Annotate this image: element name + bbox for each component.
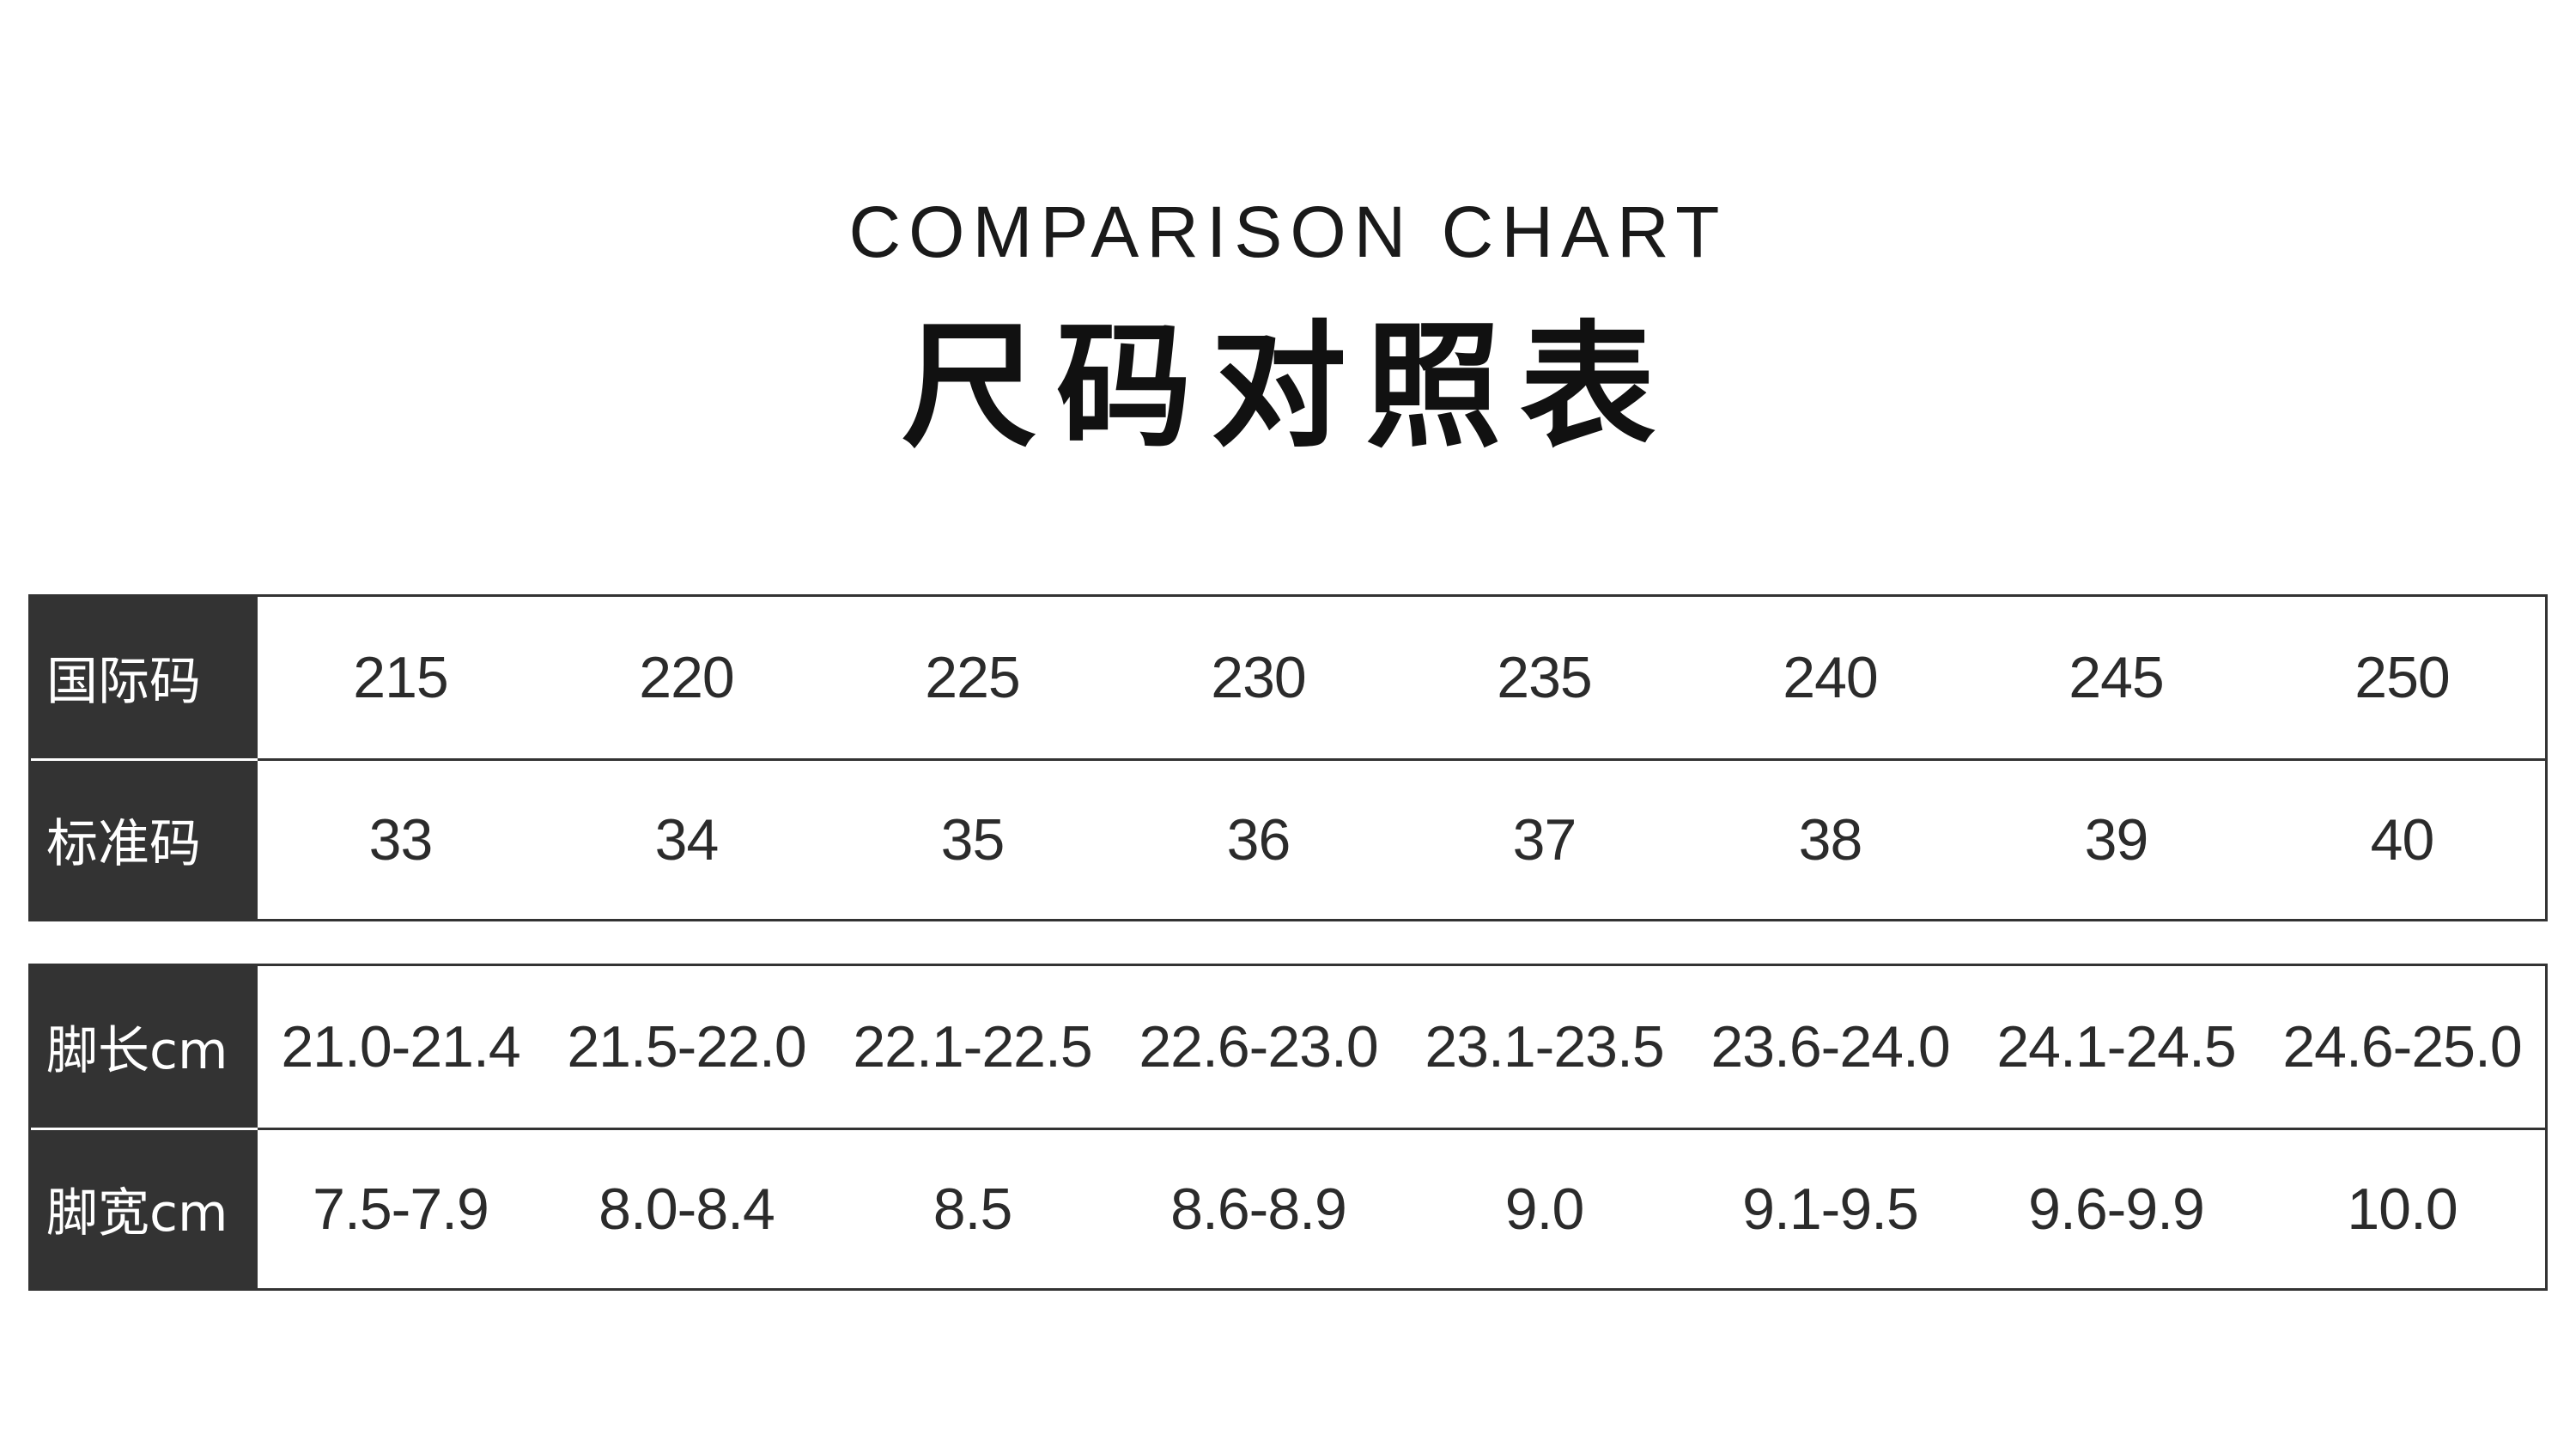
table-cell: 24.1-24.5 (1996, 1013, 2236, 1079)
chart-subtitle: COMPARISON CHART (848, 192, 1728, 272)
table-cell: 38 (1798, 806, 1863, 873)
table-cell: 230 (1211, 644, 1306, 710)
size-table: 国际码 215 220 225 230 235 240 245 250 标准码 33 34 35 36 37… (28, 594, 2548, 921)
table-cell: 34 (654, 806, 720, 873)
table-cell: 8.6-8.9 (1170, 1176, 1347, 1242)
table-cell: 37 (1512, 806, 1577, 873)
table-cell: 21.0-21.4 (281, 1013, 520, 1079)
table-row: 国际码 215 220 225 230 235 240 245 250 (31, 597, 2545, 758)
table-row: 脚宽cm 7.5-7.9 8.0-8.4 8.5 8.6-8.9 9.0 9.1-9.5 9.… (31, 1127, 2545, 1288)
row-label: 国际码 (31, 597, 258, 758)
table-cell: 9.1-9.5 (1742, 1176, 1919, 1242)
table-cell: 9.0 (1504, 1176, 1585, 1242)
table-cell: 36 (1226, 806, 1291, 873)
row-label: 脚长cm (31, 966, 258, 1128)
table-cell: 10.0 (2347, 1176, 2458, 1242)
table-cell: 21.5-22.0 (567, 1013, 806, 1079)
table-cell: 22.6-23.0 (1139, 1013, 1378, 1079)
table-cell: 40 (2370, 806, 2435, 873)
row-label: 标准码 (31, 757, 258, 919)
table-cell: 8.0-8.4 (598, 1176, 775, 1242)
table-cell: 235 (1497, 644, 1592, 710)
table-row: 脚长cm 21.0-21.4 21.5-22.0 22.1-22.5 22.6-23.0… (31, 966, 2545, 1128)
table-cell: 35 (940, 806, 1005, 873)
table-cell: 225 (925, 644, 1020, 710)
table-cell: 245 (2069, 644, 2164, 710)
table-cell: 22.1-22.5 (853, 1013, 1092, 1079)
table-cell: 39 (2084, 806, 2149, 873)
table-cell: 215 (353, 644, 448, 710)
chart-title: 尺码对照表 (902, 308, 1674, 466)
table-cell: 8.5 (933, 1176, 1013, 1242)
row-label: 脚宽cm (31, 1127, 258, 1288)
table-cell: 33 (368, 806, 434, 873)
table-cell: 24.6-25.0 (2282, 1013, 2522, 1079)
table-cell: 23.6-24.0 (1710, 1013, 1950, 1079)
table-cell: 240 (1783, 644, 1878, 710)
table-cell: 9.6-9.9 (2028, 1176, 2205, 1242)
table-cell: 23.1-23.5 (1425, 1013, 1664, 1079)
foot-measurement-table: 脚长cm 21.0-21.4 21.5-22.0 22.1-22.5 22.6-23.0… (28, 964, 2548, 1291)
table-cell: 7.5-7.9 (313, 1176, 489, 1242)
table-cell: 250 (2354, 644, 2450, 710)
table-cell: 220 (639, 644, 734, 710)
table-row: 标准码 33 34 35 36 37 38 39 40 (31, 757, 2545, 919)
